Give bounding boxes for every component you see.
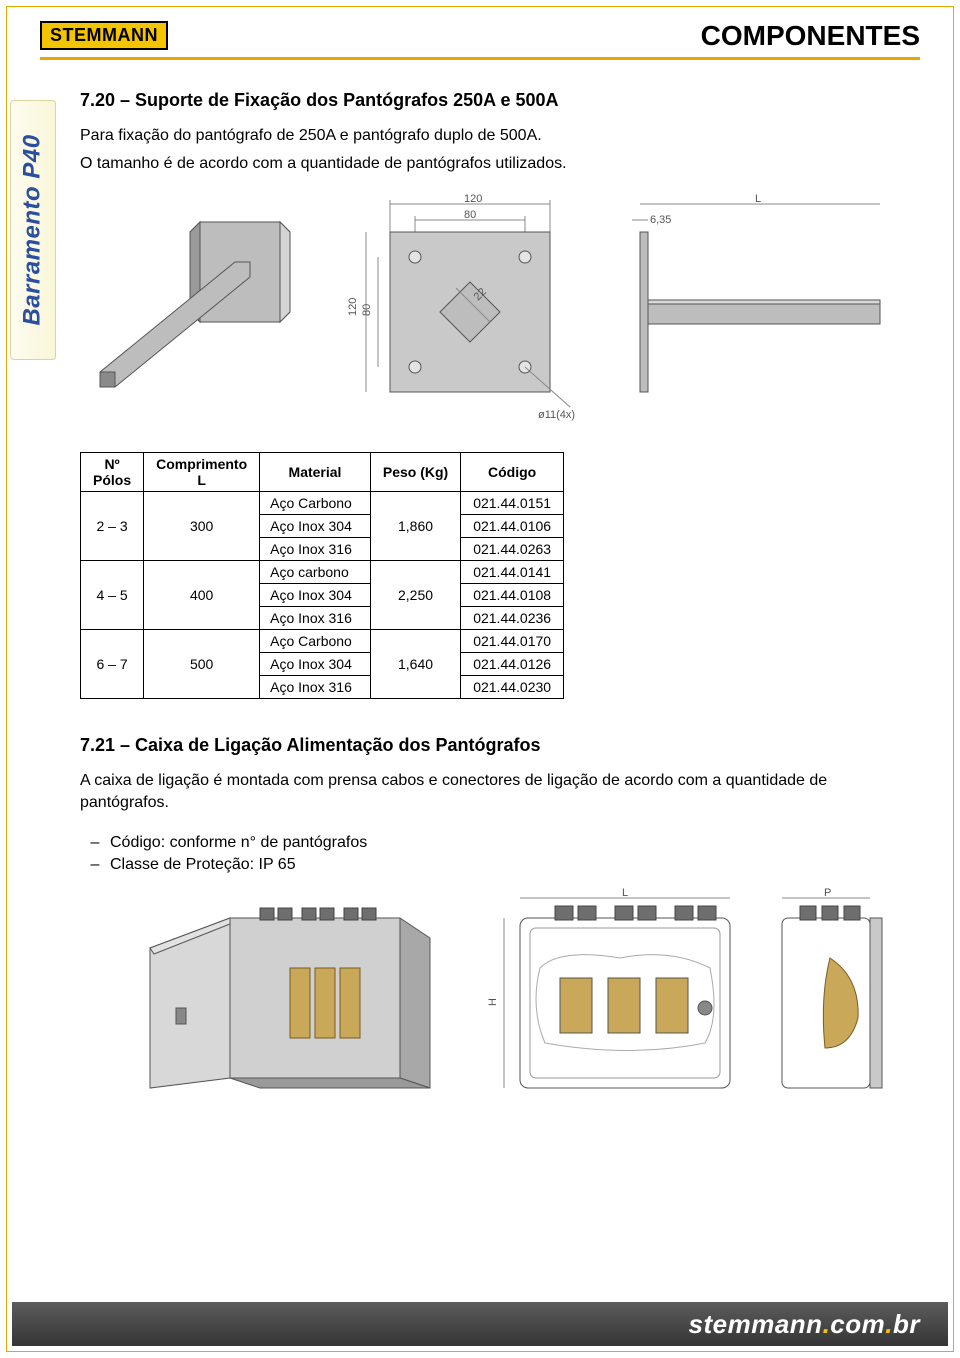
footer-cc: br (893, 1309, 920, 1339)
footer-url: stemmann.com.br (689, 1309, 920, 1340)
cell-codigo: 021.44.0263 (461, 538, 564, 561)
bullet-1: – Código: conforme n° de pantógrafos (80, 834, 900, 852)
th-cod: Código (461, 453, 564, 492)
cell-comp: 500 (144, 630, 260, 699)
svg-text:ø11(4x): ø11(4x) (538, 409, 575, 421)
cell-polos: 4 – 5 (81, 561, 144, 630)
spec-table: Nº Pólos Comprimento L Material Peso (Kg… (80, 452, 564, 699)
cell-material: Aço Carbono (260, 492, 371, 515)
cell-comp: 300 (144, 492, 260, 561)
svg-text:6,35: 6,35 (650, 214, 671, 226)
section-1-p1: Para fixação do pantógrafo de 250A e pan… (80, 125, 900, 147)
cell-codigo: 021.44.0151 (461, 492, 564, 515)
cell-polos: 2 – 3 (81, 492, 144, 561)
cell-material: Aço Inox 304 (260, 584, 371, 607)
cell-material: Aço Inox 316 (260, 538, 371, 561)
section-2: 7.21 – Caixa de Ligação Alimentação dos … (80, 735, 900, 1097)
table-row: 4 – 5400Aço carbono2,250021.44.0141 (81, 561, 564, 584)
cell-peso: 1,640 (370, 630, 460, 699)
page-title: COMPONENTES (701, 20, 920, 52)
cell-codigo: 021.44.0170 (461, 630, 564, 653)
table-row: 6 – 7500Aço Carbono1,640021.44.0170 (81, 630, 564, 653)
cell-peso: 1,860 (370, 492, 460, 561)
th-peso: Peso (Kg) (370, 453, 460, 492)
svg-text:L: L (622, 888, 628, 899)
section-2-p1: A caixa de ligação é montada com prensa … (80, 770, 900, 813)
cell-material: Aço carbono (260, 561, 371, 584)
cell-material: Aço Inox 304 (260, 653, 371, 676)
svg-text:80: 80 (361, 304, 373, 316)
svg-text:120: 120 (464, 193, 482, 205)
section-1-title: 7.20 – Suporte de Fixação dos Pantógrafo… (80, 90, 900, 111)
side-tab: Barramento P40 (10, 100, 56, 360)
cell-comp: 400 (144, 561, 260, 630)
svg-text:P: P (824, 888, 831, 899)
cell-codigo: 021.44.0108 (461, 584, 564, 607)
cell-material: Aço Inox 304 (260, 515, 371, 538)
cell-material: Aço Inox 316 (260, 607, 371, 630)
cell-material: Aço Carbono (260, 630, 371, 653)
cell-codigo: 021.44.0141 (461, 561, 564, 584)
brand-logo: STEMMANN (40, 21, 168, 50)
cell-codigo: 021.44.0236 (461, 607, 564, 630)
svg-text:L: L (755, 193, 761, 205)
bullet-1-text: Código: conforme n° de pantógrafos (110, 834, 367, 852)
bullet-2: – Classe de Proteção: IP 65 (80, 856, 900, 874)
cell-polos: 6 – 7 (81, 630, 144, 699)
footer-main: stemmann (689, 1309, 823, 1339)
footer-bar: stemmann.com.br (12, 1302, 948, 1346)
th-polos: Nº Pólos (81, 453, 144, 492)
svg-text:H: H (487, 998, 499, 1006)
th-mat: Material (260, 453, 371, 492)
th-comp: Comprimento L (144, 453, 260, 492)
tech-drawing-box: L (80, 888, 900, 1098)
bullet-2-text: Classe de Proteção: IP 65 (110, 856, 296, 874)
cell-peso: 2,250 (370, 561, 460, 630)
svg-text:120: 120 (347, 298, 359, 316)
header-bar: STEMMANN COMPONENTES (40, 20, 920, 60)
cell-material: Aço Inox 316 (260, 676, 371, 699)
footer-dom: com (830, 1309, 885, 1339)
table-header-row: Nº Pólos Comprimento L Material Peso (Kg… (81, 453, 564, 492)
section-2-title: 7.21 – Caixa de Ligação Alimentação dos … (80, 735, 900, 756)
section-1-p2: O tamanho é de acordo com a quantidade d… (80, 153, 900, 175)
table-row: 2 – 3300Aço Carbono1,860021.44.0151 (81, 492, 564, 515)
tech-drawing-bracket: 120 80 22 120 80 (80, 192, 900, 422)
cell-codigo: 021.44.0106 (461, 515, 564, 538)
dash-icon: – (80, 834, 110, 852)
svg-text:80: 80 (464, 209, 476, 221)
dot-icon: . (885, 1309, 893, 1339)
cell-codigo: 021.44.0230 (461, 676, 564, 699)
side-tab-label: Barramento P40 (19, 134, 47, 325)
cell-codigo: 021.44.0126 (461, 653, 564, 676)
content-area: 7.20 – Suporte de Fixação dos Pantógrafo… (80, 90, 900, 1098)
dash-icon: – (80, 856, 110, 874)
